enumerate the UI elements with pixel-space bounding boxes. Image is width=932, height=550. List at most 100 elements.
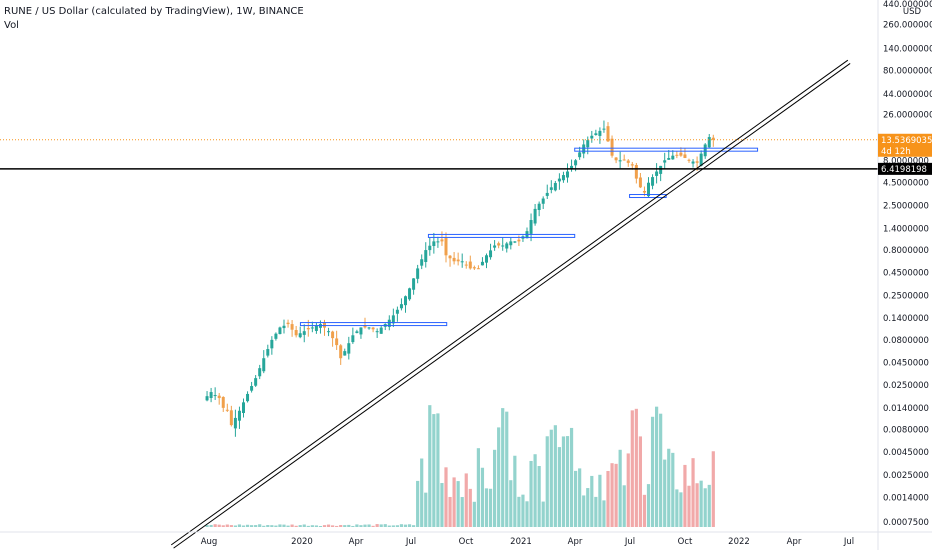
y-tick-label: 0.0140000 <box>883 404 929 414</box>
volume-bar <box>233 525 237 527</box>
volume-bar <box>343 525 347 527</box>
candle-body <box>549 187 553 190</box>
price-axis[interactable]: 440.0000000 260.0000000 140.0000000 80.0000… <box>877 0 932 550</box>
y-tick-label: 0.0025000 <box>883 471 929 481</box>
volume-bar <box>436 413 440 527</box>
volume-bar <box>464 473 468 527</box>
volume-bar <box>379 524 383 527</box>
volume-bar <box>509 480 513 527</box>
volume-bar <box>711 451 715 527</box>
candle-body <box>468 261 472 269</box>
volume-bar <box>484 488 489 527</box>
candle-body <box>642 190 646 193</box>
trendline-upper <box>173 63 851 549</box>
volume-bar <box>541 501 545 527</box>
volume-bar <box>314 525 318 527</box>
zone-box <box>629 194 667 199</box>
candles <box>205 120 715 437</box>
volume-bar <box>533 454 537 527</box>
trendline-lower <box>170 59 849 546</box>
volume-bar <box>582 495 586 527</box>
candle-body <box>489 250 493 258</box>
y-tick-label: 2.5000000 <box>883 202 929 212</box>
volume-bar <box>258 524 262 527</box>
volume-bar <box>448 496 452 527</box>
volume-bar <box>237 524 242 527</box>
volume-bar <box>347 524 351 527</box>
candle-body <box>258 368 262 377</box>
y-tick-label: 0.0007500 <box>883 518 929 528</box>
candle-body <box>294 330 298 336</box>
volume-bar <box>318 525 323 527</box>
candle-body <box>464 264 468 266</box>
volume-bar <box>638 436 642 527</box>
candle-body <box>602 128 606 130</box>
volume-bar <box>250 525 254 527</box>
candle-body <box>485 255 488 263</box>
y-tick-label: 0.4500000 <box>883 269 929 279</box>
candle-body <box>541 198 545 204</box>
candle-body <box>246 393 250 402</box>
volume-bar <box>274 525 278 527</box>
candle-body <box>578 152 582 158</box>
candle-body <box>679 152 683 156</box>
volume-bar <box>367 524 371 527</box>
volume-bar <box>355 524 359 527</box>
volume-bar <box>403 524 408 527</box>
candle-body <box>699 153 703 166</box>
volume-bar <box>468 488 472 527</box>
volume-bar <box>569 427 574 527</box>
candle-body <box>436 241 440 243</box>
time-axis[interactable]: Aug 2020 Apr Jul Oct 2021 Apr Jul Oct 2022 Apr Jul <box>0 531 932 547</box>
candle-body <box>359 327 363 335</box>
y-tick-label: 0.0800000 <box>883 336 929 346</box>
volume-bar <box>412 525 416 527</box>
y-tick-label: 140.0000000 <box>883 45 932 55</box>
candle-body <box>606 126 610 142</box>
x-tick-label: Apr <box>349 537 364 547</box>
candle-body <box>375 331 379 333</box>
volume-bar <box>407 524 412 527</box>
candle-body <box>266 349 270 356</box>
volume-bar <box>245 524 250 527</box>
y-tick-label: 0.8000000 <box>883 246 929 256</box>
level-price-tag <box>878 162 932 175</box>
volume-indicator-label[interactable]: Vol <box>4 20 19 31</box>
candle-body <box>448 255 452 259</box>
candle-body <box>594 133 598 136</box>
volume-bar <box>529 460 533 527</box>
candle-body <box>416 268 420 279</box>
y-tick-label: 80.0000000 <box>883 66 932 76</box>
candle-body <box>529 220 533 234</box>
candle-body <box>347 343 351 354</box>
volume-bar <box>586 488 590 527</box>
candle-body <box>363 325 367 328</box>
candle-body <box>570 165 574 170</box>
volume-bar <box>225 524 229 527</box>
volume-bar <box>598 474 602 527</box>
volume-bar <box>703 488 707 527</box>
trendlines[interactable] <box>0 59 878 549</box>
y-tick-label: 0.1400000 <box>883 314 929 324</box>
candle-body <box>428 245 432 251</box>
volume-bar <box>387 525 391 527</box>
candle-body <box>254 378 258 386</box>
support-zones[interactable] <box>299 147 759 327</box>
candle-body <box>262 358 266 372</box>
y-tick-label: 8.0000000 <box>883 156 929 166</box>
volume-bar <box>590 475 594 527</box>
candle-body <box>667 157 671 160</box>
candle-body <box>432 241 436 247</box>
candle-body <box>387 319 391 327</box>
volume-bar <box>363 524 367 527</box>
candle-body <box>598 130 602 136</box>
candle-body <box>517 239 521 242</box>
volume-bar <box>671 452 675 527</box>
candle-body <box>691 161 695 164</box>
volume-bar <box>444 467 448 527</box>
volume-bar <box>286 525 290 527</box>
candle-body <box>217 395 221 399</box>
volume-bar <box>480 467 485 527</box>
x-tick-label: 2020 <box>291 537 313 547</box>
